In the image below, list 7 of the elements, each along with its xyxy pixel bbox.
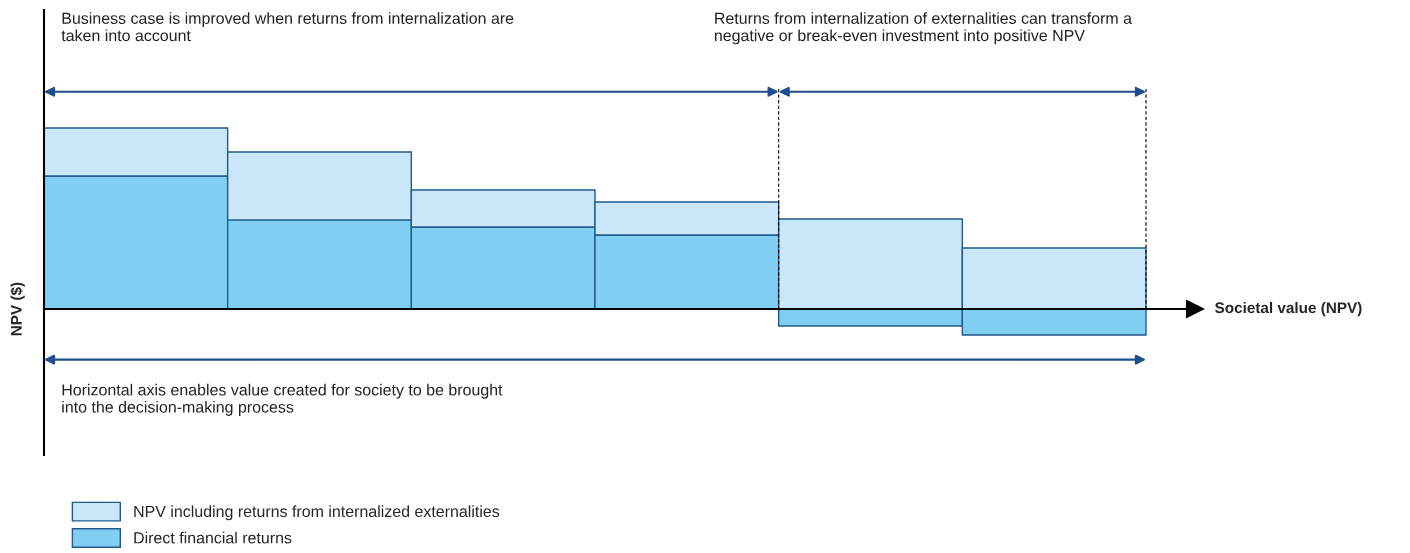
legend-label: NPV including returns from internalized externalities [134, 505, 500, 521]
legend-label: Direct financial returns [134, 531, 292, 544]
x-axis-title: Societal value (NPV) [1215, 301, 1362, 317]
text: Horizontal axis enables value created for society to be brought into the decision-making process [62, 383, 503, 416]
text: Returns from internalization of externalities can transform a negative or break-even investment into positive NPV [714, 12, 1133, 45]
text: Business case is improved when returns from internalization are taken into account [61, 12, 514, 42]
y-axis-title: NPV ($) [10, 282, 25, 336]
